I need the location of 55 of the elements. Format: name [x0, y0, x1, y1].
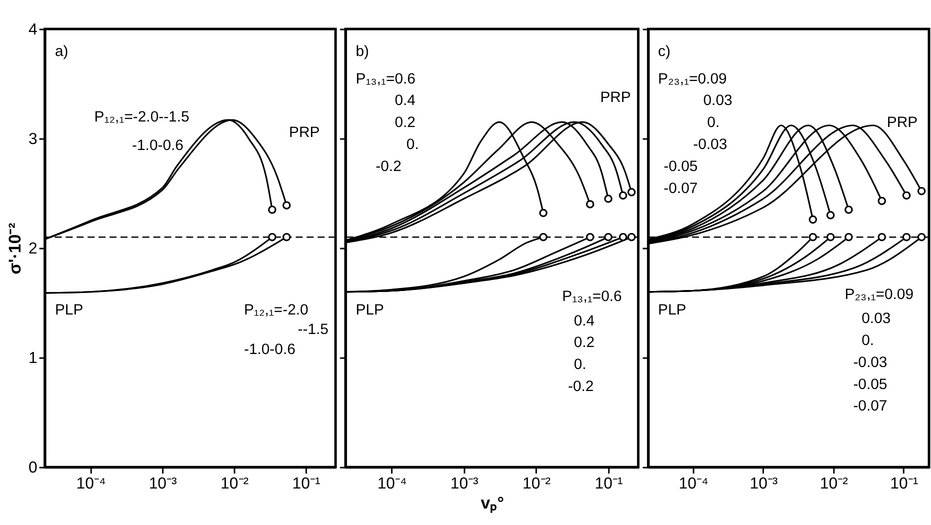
annotation: 0.03: [862, 310, 891, 328]
x-tick-label: 10⁻⁴: [678, 476, 708, 493]
annotation: 0.2: [574, 334, 595, 352]
annotation: b): [356, 42, 370, 60]
annotation: PRP: [289, 124, 320, 141]
y-tick-label: 4: [28, 21, 38, 38]
y-tick-label: 0: [28, 460, 38, 477]
annotation: P₁₃,₁=0.6: [356, 70, 416, 88]
x-tick-label: 10⁻³: [450, 476, 478, 493]
annotation: -1.0-0.6: [244, 340, 296, 358]
x-tick-label: 10⁻³: [750, 476, 778, 493]
x-tick-label: 10⁻²: [220, 476, 249, 493]
annotation: 0.4: [574, 312, 595, 330]
annotation: P₁₂,₁=-2.0: [244, 301, 308, 318]
annotation: P₂₃,₁=0.09: [658, 70, 727, 88]
annotation: -0.2: [568, 378, 594, 396]
annotation: PRP: [886, 114, 918, 132]
y-tick-label: 3: [28, 130, 38, 148]
annotation: PLP: [356, 301, 384, 318]
x-axis-title: vₚ°: [480, 493, 504, 514]
annotation: -0.03: [853, 354, 888, 371]
annotation: P₁₃,₁=0.6: [562, 288, 622, 306]
annotation: 0.: [862, 332, 874, 350]
annotation: -0.07: [853, 398, 888, 415]
x-tick-label: 10⁻²: [820, 476, 848, 493]
x-tick-label: 10⁻⁴: [377, 476, 408, 493]
annotation: PLP: [658, 301, 686, 318]
annotation: 0.: [406, 136, 419, 153]
x-tick-label: 10⁻¹: [890, 476, 918, 493]
annotation: -0.05: [664, 158, 698, 175]
annotation: P₂₃,₁=0.09: [844, 286, 914, 304]
y-axis-title: σ'·10⁻²: [6, 222, 25, 274]
annotation: -0.07: [664, 180, 698, 197]
annotation: PRP: [600, 88, 631, 106]
y-tick-label: 2: [28, 240, 38, 258]
annotation: 0.03: [703, 92, 732, 110]
annotation: P₁₂,₁=-2.0--1.5: [94, 108, 190, 126]
annotation: c): [658, 42, 671, 60]
annotation: 0.4: [394, 92, 416, 110]
annotation: 0.: [574, 356, 586, 374]
annotation: -0.2: [376, 158, 402, 175]
annotation: a): [54, 42, 68, 60]
x-tick-label: 10⁻¹: [292, 476, 320, 493]
x-tick-label: 10⁻²: [522, 476, 551, 493]
annotation: PLP: [54, 301, 84, 318]
annotation: --1.5: [298, 321, 328, 338]
annotation: 0.: [707, 114, 720, 132]
annotation: 0.2: [394, 114, 416, 132]
x-tick-label: 10⁻³: [148, 476, 177, 493]
annotation: -0.03: [693, 136, 728, 153]
y-tick-label: 1: [28, 350, 38, 368]
x-tick-label: 10⁻¹: [594, 476, 623, 493]
x-tick-label: 10⁻⁴: [76, 476, 106, 493]
annotation: -0.05: [853, 376, 888, 393]
annotation: -1.0-0.6: [132, 137, 184, 154]
